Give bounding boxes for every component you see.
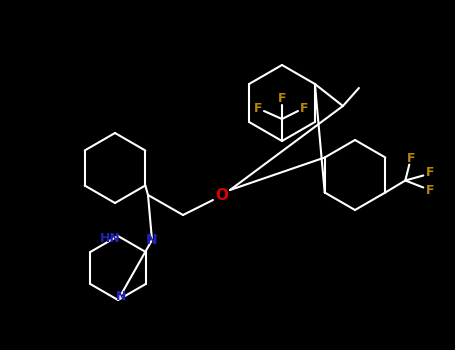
Text: F: F	[254, 102, 262, 114]
Text: F: F	[407, 152, 415, 165]
Text: N: N	[116, 290, 126, 303]
Text: F: F	[300, 102, 308, 114]
Text: F: F	[426, 184, 435, 197]
Text: F: F	[278, 92, 286, 105]
Text: O: O	[216, 188, 228, 203]
Text: N: N	[146, 233, 158, 247]
Text: F: F	[426, 166, 435, 179]
Text: HN: HN	[100, 232, 121, 245]
